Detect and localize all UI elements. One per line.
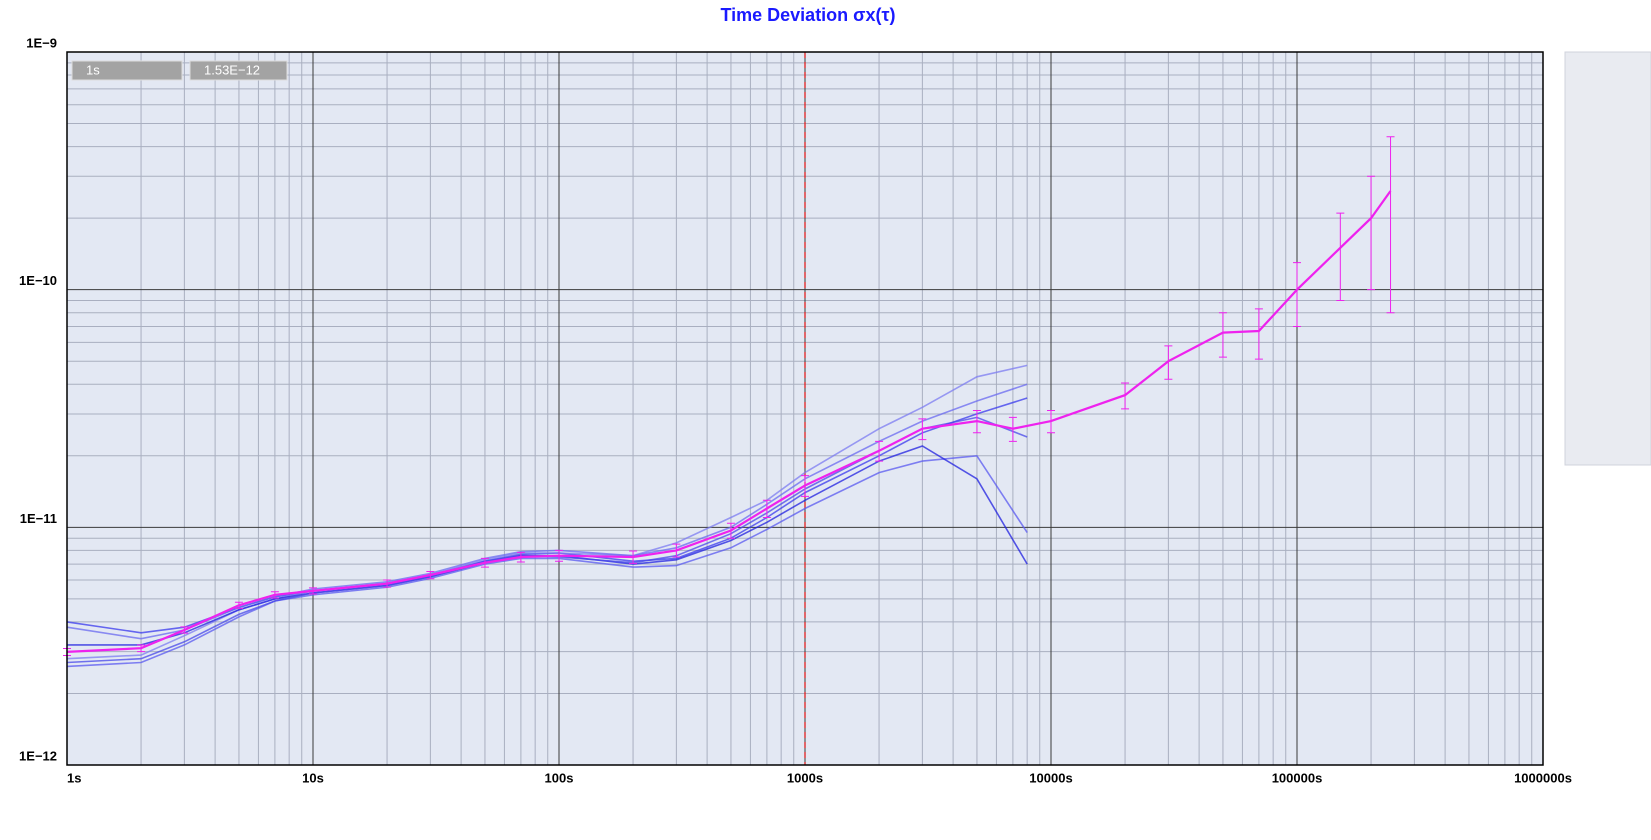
error-bar xyxy=(672,543,681,558)
x-tick-label: 1s xyxy=(67,770,81,785)
y-tick-label: 1E−11 xyxy=(20,511,57,526)
error-bar xyxy=(1386,136,1395,314)
error-bar xyxy=(516,551,525,563)
error-bar xyxy=(555,549,563,562)
error-bar xyxy=(1367,175,1376,291)
readout-box[interactable] xyxy=(71,60,183,81)
error-bar xyxy=(972,410,981,434)
readout-box[interactable] xyxy=(189,60,288,81)
error-bar xyxy=(234,601,243,609)
error-bar xyxy=(801,475,809,497)
error-bar xyxy=(762,499,771,518)
x-tick-label: 1000s xyxy=(787,770,823,785)
error-bar xyxy=(726,522,735,539)
error-bar xyxy=(383,579,392,588)
error-bar xyxy=(1047,410,1055,434)
error-bar xyxy=(426,570,435,580)
series-line xyxy=(66,454,1028,668)
error-bar xyxy=(1164,345,1173,380)
x-tick-label: 100000s xyxy=(1272,770,1323,785)
error-bar xyxy=(1121,382,1130,410)
y-tick-label: 1E−12 xyxy=(19,748,57,763)
x-tick-label: 100s xyxy=(545,770,574,785)
legend-panel xyxy=(1564,51,1651,466)
error-bar xyxy=(180,626,189,634)
x-tick-label: 1000000s xyxy=(1514,770,1572,785)
readout-x: 1s xyxy=(86,62,100,77)
chart-title: Time Deviation σx(τ) xyxy=(720,5,895,25)
grid xyxy=(66,51,1544,766)
error-bar xyxy=(480,557,489,568)
series-line xyxy=(66,383,1028,640)
error-bar xyxy=(1254,308,1263,360)
error-bar xyxy=(629,550,638,564)
y-tick-label: 1E−9 xyxy=(26,35,57,50)
error-bar xyxy=(1008,416,1017,442)
error-bar xyxy=(309,587,317,595)
error-bar xyxy=(1293,262,1301,327)
error-bar xyxy=(137,644,146,653)
x-tick-label: 10000s xyxy=(1029,770,1072,785)
plot-marks xyxy=(63,136,1395,668)
x-tick-label: 10s xyxy=(302,770,324,785)
plot-frame xyxy=(66,51,1544,766)
readout-y: 1.53E−12 xyxy=(204,62,260,77)
error-bar xyxy=(1218,312,1227,358)
error-bar xyxy=(875,440,884,462)
error-bar xyxy=(918,418,927,441)
error-bar xyxy=(270,591,279,599)
error-bar xyxy=(1336,212,1345,302)
y-tick-label: 1E−10 xyxy=(19,273,57,288)
